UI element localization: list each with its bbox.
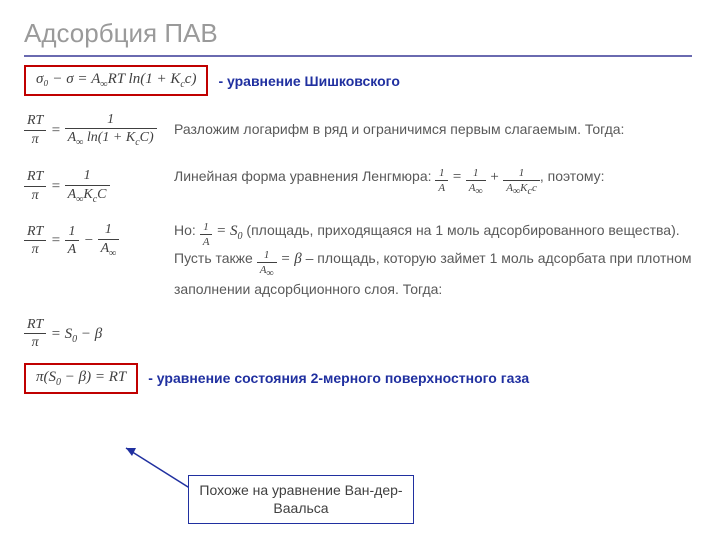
eq6-row: π(S0 − β) = RT - уравнение состояния 2-м…: [24, 363, 692, 394]
eq2-f1-den: π: [24, 132, 46, 147]
page-title: Адсорбция ПАВ: [24, 18, 692, 49]
eq4-beta: 1A∞: [257, 249, 277, 279]
eq2-f2-num: 1: [65, 112, 157, 127]
eq4-minus: −: [84, 233, 98, 249]
eq4-frac3: 1 A∞: [98, 222, 120, 258]
eq5-f1-den: π: [24, 335, 46, 350]
eq1-sub1: ∞: [100, 79, 107, 90]
eq6-label: - уравнение состояния 2-мерного поверхно…: [148, 370, 529, 386]
eq4-f1-num: RT: [24, 224, 46, 239]
eq3-f2-den: A∞KcC: [65, 187, 110, 205]
eq4-text-a: Но:: [174, 222, 200, 238]
eq4-frac2: 1 A: [65, 224, 80, 258]
eq2-frac1: RT π: [24, 113, 46, 147]
eq3-text: Линейная форма уравнения Ленгмюра: 1A = …: [174, 166, 692, 197]
eq1-label: - уравнение Шишковского: [218, 73, 399, 89]
eq2-eq: =: [51, 122, 65, 138]
eq3-text-b: , поэтому:: [540, 168, 605, 184]
eq3-lf3: 1A∞Kcc: [503, 167, 540, 197]
eq4-f3-num: 1: [98, 222, 120, 237]
eq4-s0: 1A: [200, 221, 213, 248]
eq1-box: σ₀ − σ = A∞RT ln(1 + Kcc): [24, 65, 208, 96]
eq3-text-eq: =: [448, 169, 466, 185]
eq3-frac1: RT π: [24, 169, 46, 203]
eq4-f3-den: A∞: [98, 241, 120, 259]
eq6-lhs: π(S: [36, 369, 56, 385]
eq3-eq: =: [51, 179, 65, 195]
eq4-row: RT π = 1 A − 1 A∞ Но: 1A = S0 (площадь, …: [24, 220, 692, 300]
eq3-f1-den: π: [24, 188, 46, 203]
eq2-f2-den: A∞ ln(1 + KcC): [65, 130, 157, 148]
eq1-lhs: σ₀ − σ = A: [36, 71, 100, 87]
eq4-text-eqb: = β: [277, 251, 302, 267]
eq3-text-a: Линейная форма уравнения Ленгмюра:: [174, 168, 435, 184]
title-underline: [24, 55, 692, 57]
eq2-f1-num: RT: [24, 113, 46, 128]
eq4-frac1: RT π: [24, 224, 46, 258]
eq2-frac2: 1 A∞ ln(1 + KcC): [65, 112, 157, 148]
eq5-f1-num: RT: [24, 317, 46, 332]
eq5-frac1: RT π: [24, 317, 46, 351]
eq1-rhs: c): [185, 71, 197, 87]
eq5-row: RT π = S0 − β: [24, 315, 692, 351]
eq5-rhs: = S0 − β: [51, 326, 102, 342]
eq4-f2-den: A: [65, 242, 80, 257]
eq1-mid: RT ln(1 + K: [108, 71, 181, 87]
eq3-f1-num: RT: [24, 169, 46, 184]
eq2-row: RT π = 1 A∞ ln(1 + KcC) Разложим логариф…: [24, 110, 692, 148]
callout-box: Похоже на уравнение Ван-дер-Ваальса: [188, 475, 414, 524]
eq3-lf1: 1A: [435, 167, 448, 194]
eq4-text-eqs0: = S0: [212, 223, 242, 239]
eq4-eq: =: [51, 233, 65, 249]
eq4-text: Но: 1A = S0 (площадь, приходящаяся на 1 …: [174, 220, 692, 300]
eq3-text-plus: +: [486, 169, 504, 185]
eq3-row: RT π = 1 A∞KcC Линейная форма уравнения …: [24, 166, 692, 204]
eq6-box: π(S0 − β) = RT: [24, 363, 138, 394]
eq6-rhs: − β) = RT: [61, 369, 126, 385]
eq4-f1-den: π: [24, 242, 46, 257]
eq3-lf2: 1A∞: [466, 167, 486, 197]
eq4-f2-num: 1: [65, 224, 80, 239]
eq2-text: Разложим логарифм в ряд и ограничимся пе…: [174, 120, 692, 139]
eq1-row: σ₀ − σ = A∞RT ln(1 + Kcc) - уравнение Ши…: [24, 65, 692, 96]
eq3-f2-num: 1: [65, 168, 110, 183]
eq3-frac2: 1 A∞KcC: [65, 168, 110, 204]
